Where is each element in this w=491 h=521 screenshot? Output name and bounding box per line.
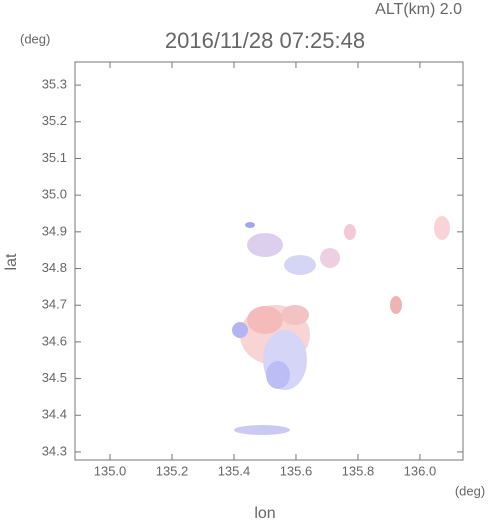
x-axis-label: lon [254,505,275,521]
x-tick-label: 135.4 [218,463,251,478]
y-tick-label: 34.3 [42,443,67,458]
y-unit: (deg) [20,31,50,46]
x-tick-label: 135.8 [342,463,375,478]
y-tick-label: 34.9 [42,223,67,238]
x-tick-label: 136.0 [404,463,437,478]
radar-field [232,216,450,435]
y-tick-label: 35.1 [42,150,67,165]
y-tick-label: 35.3 [42,77,67,92]
y-tick-label: 35.2 [42,113,67,128]
y-tick-label: 34.4 [42,407,67,422]
x-unit: (deg) [455,483,485,498]
x-tick-label: 135.6 [280,463,313,478]
y-tick-label: 35.0 [42,187,67,202]
y-tick-label: 34.8 [42,260,67,275]
altitude-label: ALT(km) 2.0 [375,1,462,18]
y-tick-label: 34.7 [42,297,67,312]
y-tick-label: 34.5 [42,370,67,385]
x-tick-label: 135.2 [156,463,189,478]
chart-title: 2016/11/28 07:25:48 [165,28,365,53]
plot-frame [74,61,464,461]
x-tick-label: 135.0 [94,463,127,478]
y-axis-label: lat [3,253,20,270]
y-tick-label: 34.6 [42,333,67,348]
